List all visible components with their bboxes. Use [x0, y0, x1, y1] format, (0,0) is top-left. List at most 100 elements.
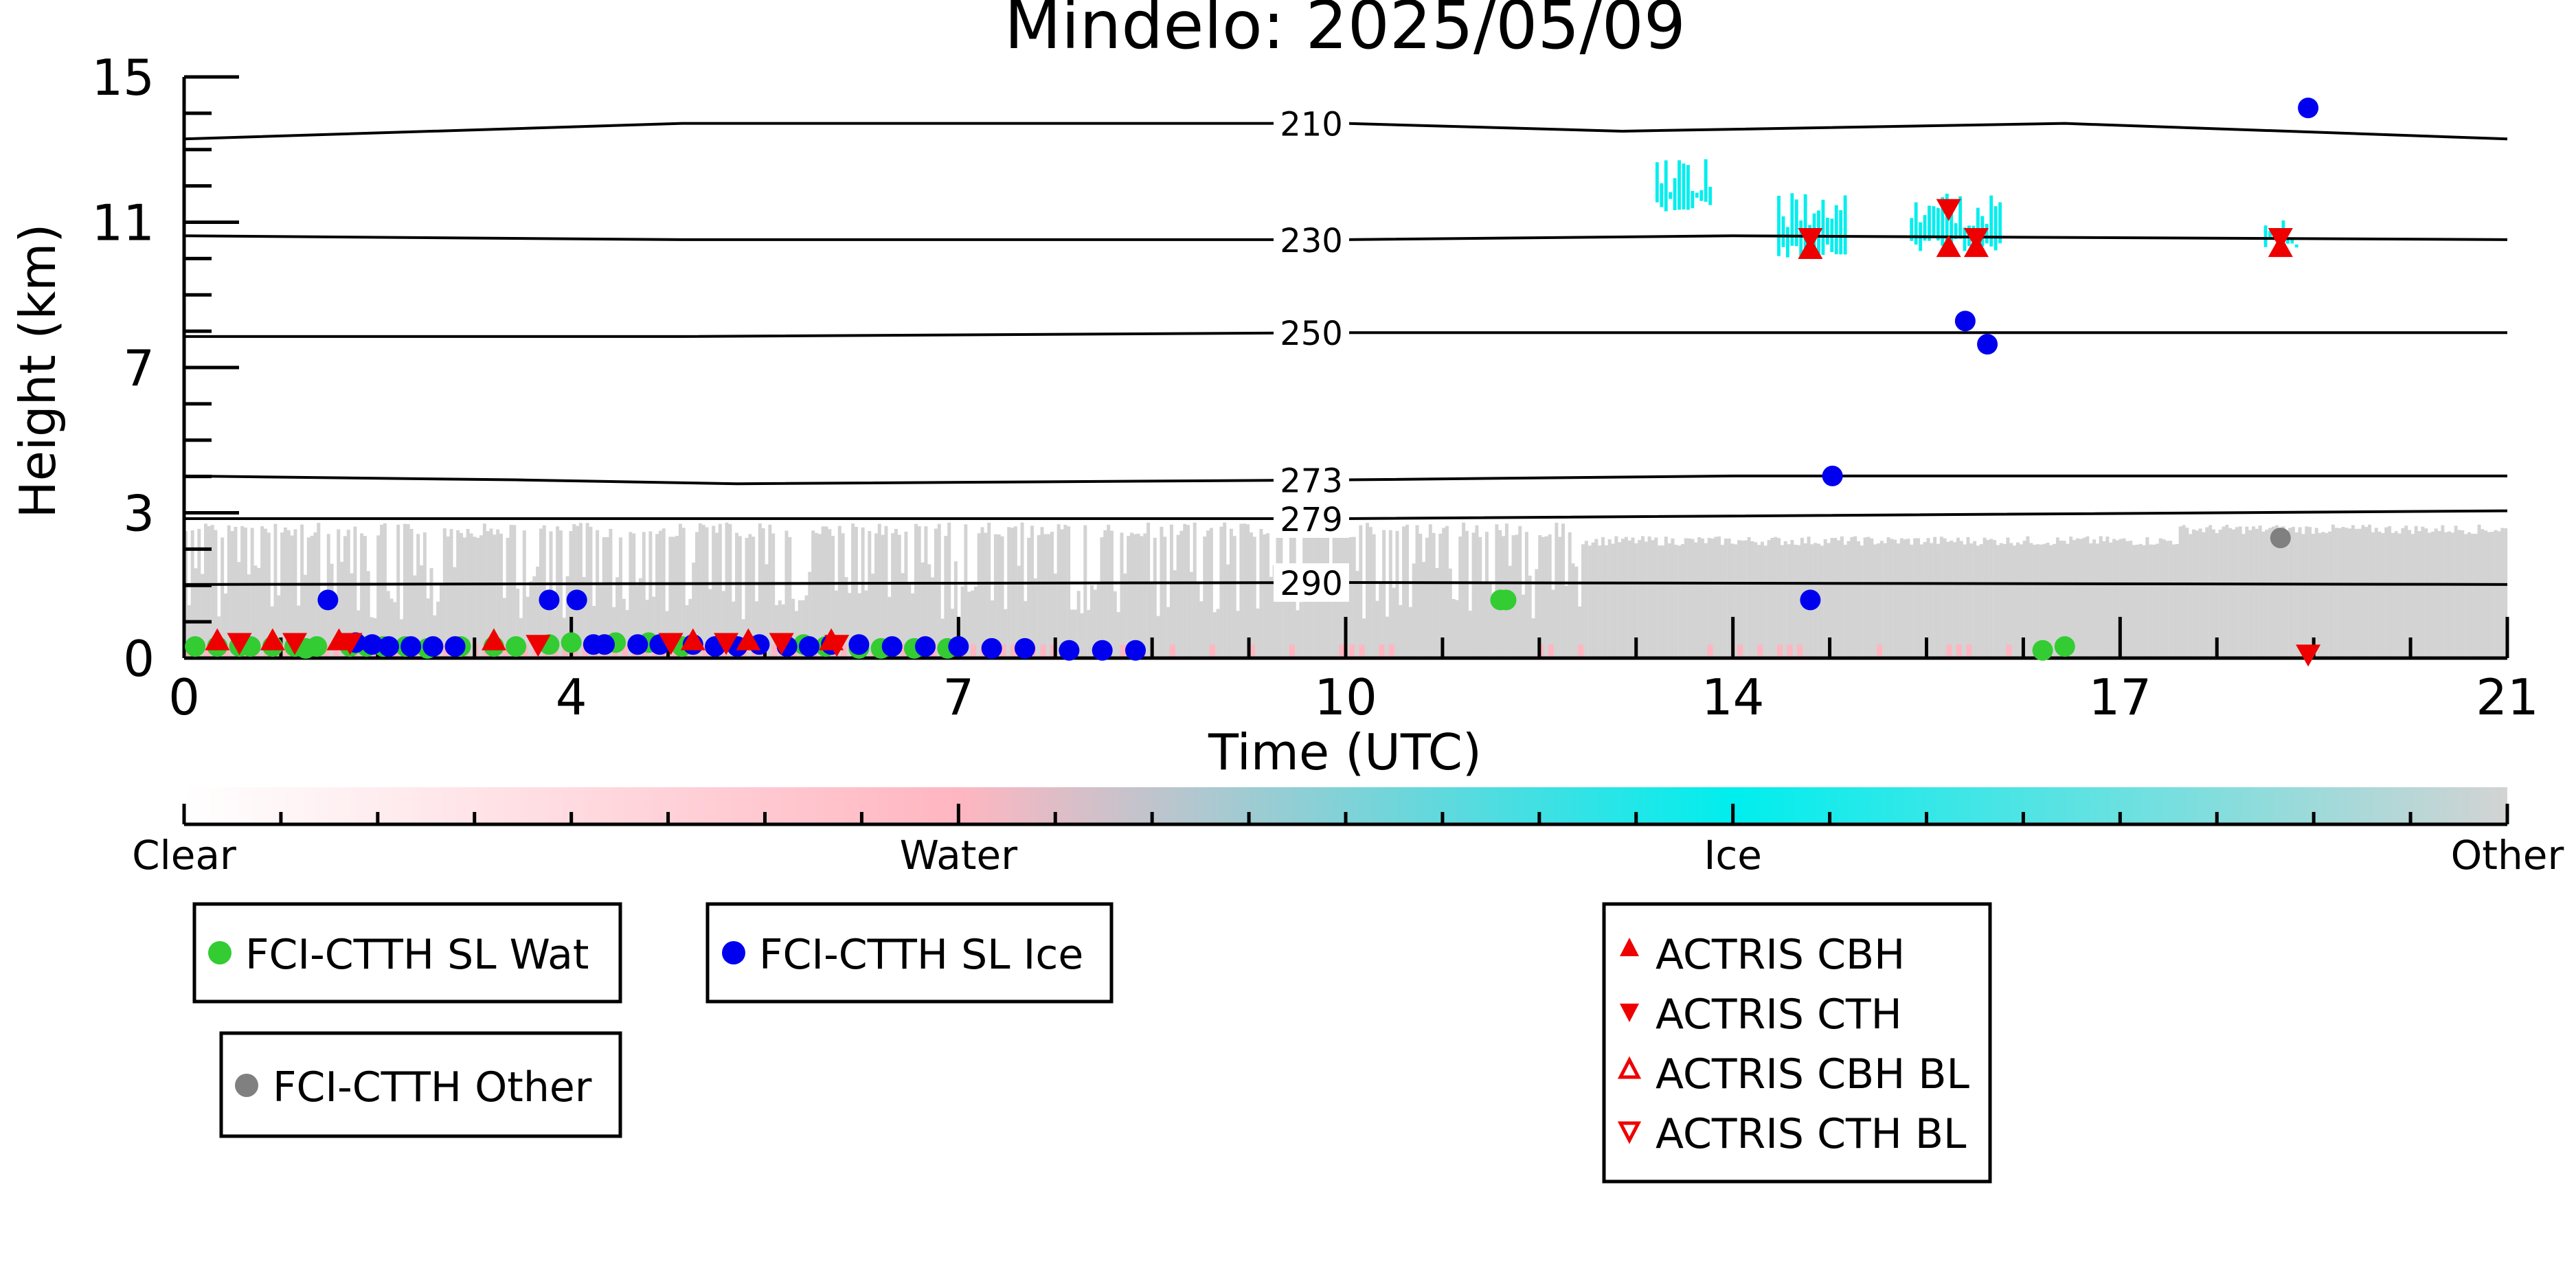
series-1-point	[1954, 310, 1976, 332]
class-other-column	[1522, 594, 1526, 658]
class-other-column	[2358, 528, 2362, 658]
class-other-column	[337, 529, 341, 658]
class-other-column	[831, 536, 835, 658]
class-other-column	[2258, 526, 2262, 658]
class-other-column	[1780, 545, 1784, 658]
series-2-point	[2270, 528, 2291, 549]
class-other-column	[2487, 532, 2492, 658]
class-ice-column	[1777, 195, 1781, 256]
class-other-column	[1561, 523, 1566, 658]
class-other-column	[1624, 536, 1628, 658]
class-other-column	[201, 574, 205, 658]
class-other-column	[652, 596, 656, 658]
class-other-column	[1857, 541, 1861, 658]
class-other-column	[2105, 536, 2110, 658]
class-other-column	[629, 532, 633, 658]
class-other-column	[1966, 536, 1970, 658]
series-1-point	[444, 636, 466, 657]
class-other-column	[602, 536, 606, 658]
class-other-column	[2178, 526, 2182, 658]
class-water-column	[1050, 644, 1057, 658]
class-other-column	[1445, 526, 1449, 658]
class-other-column	[565, 576, 569, 658]
class-other-column	[1013, 526, 1017, 658]
class-other-column	[997, 534, 1001, 658]
class-other-column	[1379, 583, 1383, 658]
class-other-column	[1272, 565, 1276, 658]
class-ice-column	[1699, 190, 1704, 201]
class-other-column	[2437, 531, 2441, 658]
class-other-column	[1183, 523, 1187, 658]
class-other-column	[705, 527, 709, 658]
class-other-column	[1196, 583, 1200, 658]
class-other-column	[340, 561, 344, 658]
class-other-column	[854, 527, 858, 658]
class-other-column	[1033, 578, 1037, 658]
class-other-column	[2169, 541, 2173, 658]
class-other-column	[1435, 567, 1439, 658]
class-other-column	[333, 598, 337, 658]
class-other-column	[1767, 540, 1771, 658]
class-other-column	[874, 533, 878, 658]
class-other-column	[1541, 536, 1546, 658]
class-other-column	[585, 523, 589, 658]
class-other-column	[1714, 536, 1718, 658]
class-other-column	[1229, 528, 1233, 658]
class-other-column	[937, 523, 941, 658]
isotherm-label: 279	[1280, 501, 1343, 539]
class-ice-column	[1910, 218, 1914, 241]
series-1-point	[1800, 589, 1821, 611]
class-other-column	[685, 605, 689, 658]
class-other-column	[911, 593, 915, 658]
class-other-column	[1471, 532, 1476, 658]
class-other-column	[1109, 530, 1114, 658]
class-other-column	[1757, 545, 1761, 658]
class-other-column	[1040, 527, 1044, 658]
class-other-column	[1694, 542, 1698, 658]
class-other-column	[668, 536, 673, 658]
class-other-column	[1127, 536, 1131, 658]
class-water-column	[1289, 644, 1295, 658]
class-other-column	[2265, 530, 2269, 658]
class-ice-column	[1664, 160, 1668, 212]
class-ice-column	[1794, 199, 1798, 247]
class-water-column	[203, 644, 210, 658]
class-ice-column	[1998, 202, 2002, 244]
class-other-column	[2454, 526, 2458, 658]
class-other-column	[681, 528, 686, 658]
class-other-column	[2394, 531, 2398, 658]
class-other-column	[1488, 584, 1492, 658]
class-other-column	[1120, 532, 1124, 658]
class-other-column	[2132, 545, 2136, 658]
series-4-point	[1936, 199, 1961, 221]
class-other-column	[376, 535, 381, 658]
class-other-column	[1425, 537, 1429, 658]
class-other-column	[1140, 536, 1144, 658]
class-other-column	[1193, 522, 1197, 658]
class-other-column	[784, 530, 789, 658]
series-1-point	[1977, 334, 1998, 355]
class-other-column	[536, 566, 540, 658]
class-other-column	[615, 577, 620, 658]
class-other-column	[993, 534, 997, 658]
class-ice-column	[1825, 218, 1829, 245]
class-other-column	[350, 573, 354, 658]
y-tick-label: 15	[91, 49, 155, 106]
class-other-column	[1524, 532, 1528, 658]
class-ice-column	[2263, 225, 2268, 247]
class-other-column	[2484, 530, 2488, 658]
class-other-column	[2049, 545, 2053, 658]
class-other-column	[2185, 528, 2189, 658]
isotherm-line	[183, 474, 2507, 486]
class-other-column	[1671, 538, 1675, 658]
series-4-point	[824, 635, 850, 657]
class-water-column	[1379, 644, 1385, 658]
class-other-column	[558, 530, 563, 658]
class-other-column	[320, 598, 324, 658]
isotherm-label: 250	[1280, 315, 1343, 353]
series-1-point	[539, 589, 560, 611]
class-other-column	[2225, 524, 2229, 658]
class-other-column	[1986, 540, 1990, 658]
colorbar-label: Other	[2451, 832, 2564, 879]
class-other-column	[317, 523, 321, 658]
